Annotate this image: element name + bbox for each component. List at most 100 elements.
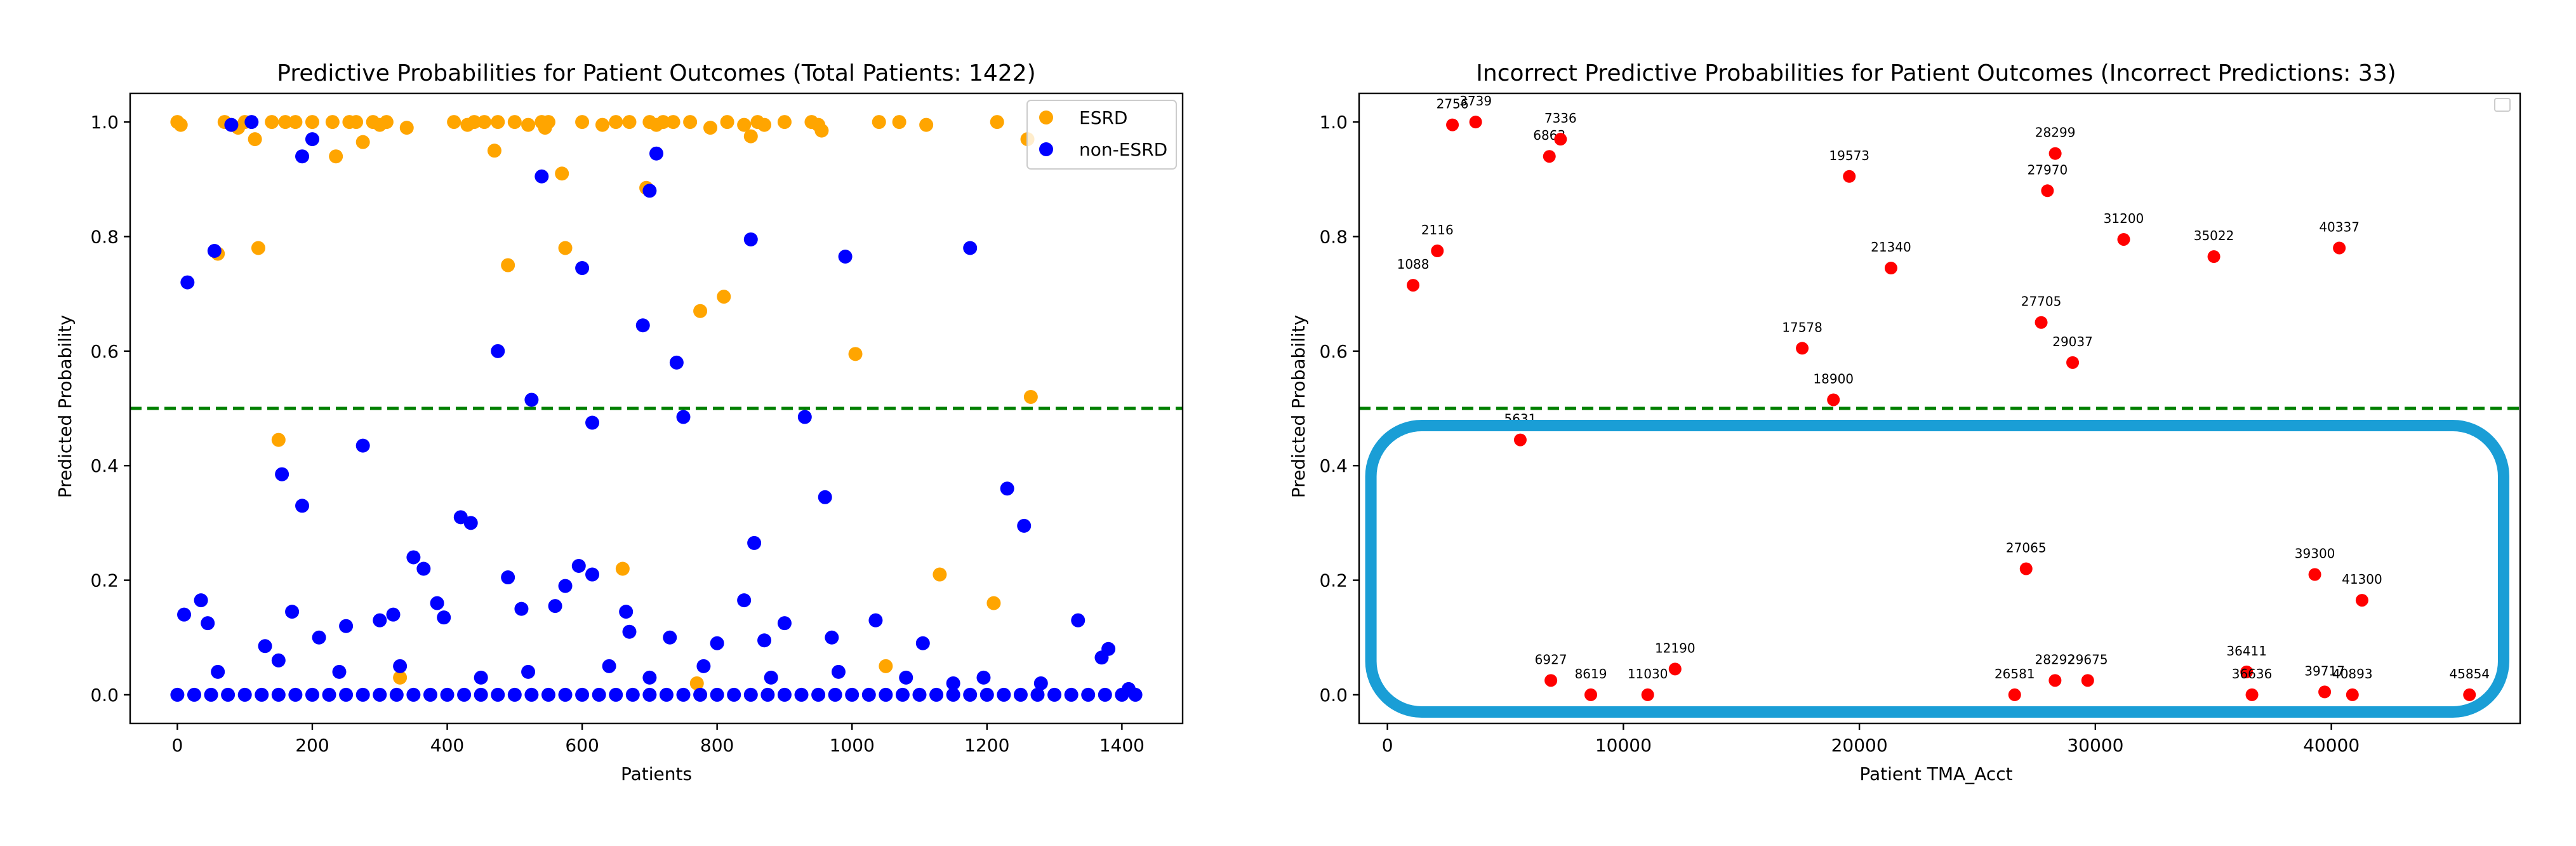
incorrect-point <box>2019 562 2033 575</box>
non-esrd-point <box>258 639 272 654</box>
left-chart-ylabel: Predicted Probability <box>55 315 76 498</box>
non-esrd-point <box>635 318 650 333</box>
non-esrd-point <box>295 149 310 164</box>
non-esrd-point <box>295 499 310 513</box>
point-label: 7336 <box>1544 111 1577 126</box>
esrd-point <box>933 567 947 582</box>
legend-non-esrd-marker <box>1039 142 1053 156</box>
non-esrd-point <box>548 599 562 614</box>
non-esrd-point <box>696 659 711 673</box>
left-plot-frame <box>129 92 1184 725</box>
y-tick-label: 0.0 <box>1319 685 1348 706</box>
left-chart-title: Predictive Probabilities for Patient Out… <box>277 60 1035 86</box>
non-esrd-point <box>1017 518 1032 533</box>
non-esrd-point <box>204 687 218 702</box>
esrd-point <box>703 121 718 135</box>
non-esrd-point <box>521 664 536 679</box>
esrd-point <box>622 115 637 130</box>
non-esrd-point <box>491 344 505 358</box>
x-tick-label: 600 <box>565 735 599 756</box>
non-esrd-point <box>625 687 640 702</box>
esrd-point <box>467 115 482 130</box>
non-esrd-point <box>355 687 370 702</box>
point-label: 39300 <box>2295 546 2335 561</box>
non-esrd-point <box>221 687 236 702</box>
x-tick-label: 800 <box>700 735 734 756</box>
non-esrd-point <box>963 687 978 702</box>
non-esrd-point <box>764 670 778 685</box>
non-esrd-point <box>237 687 252 702</box>
non-esrd-point <box>946 687 960 702</box>
incorrect-point <box>2117 232 2130 246</box>
incorrect-point <box>2245 688 2259 701</box>
non-esrd-point <box>760 687 775 702</box>
non-esrd-point <box>558 579 573 593</box>
non-esrd-point <box>474 670 488 685</box>
non-esrd-point <box>393 659 408 673</box>
non-esrd-point <box>737 593 752 608</box>
non-esrd-point <box>979 687 994 702</box>
left-chart-xlabel: Patients <box>621 763 692 784</box>
non-esrd-point <box>676 410 691 424</box>
esrd-point <box>737 117 752 132</box>
esrd-point <box>507 115 522 130</box>
non-esrd-point <box>437 610 451 625</box>
non-esrd-point <box>224 117 239 132</box>
non-esrd-point <box>332 664 347 679</box>
esrd-point <box>447 115 461 130</box>
non-esrd-point <box>271 653 286 668</box>
non-esrd-point <box>288 687 303 702</box>
incorrect-point <box>2346 688 2359 701</box>
non-esrd-point <box>794 687 809 702</box>
legend-non-esrd-label: non-ESRD <box>1079 139 1167 160</box>
non-esrd-point <box>659 687 674 702</box>
point-label: 2116 <box>1421 222 1454 238</box>
non-esrd-point <box>831 664 846 679</box>
incorrect-point <box>2048 674 2062 687</box>
esrd-point <box>717 290 731 304</box>
non-esrd-point <box>946 676 960 690</box>
non-esrd-point <box>619 605 634 619</box>
non-esrd-point <box>828 687 842 702</box>
x-tick-label: 0 <box>1382 735 1393 756</box>
non-esrd-point <box>571 559 586 573</box>
non-esrd-point <box>514 601 529 616</box>
non-esrd-point <box>861 687 876 702</box>
point-label: 11030 <box>1628 666 1668 682</box>
non-esrd-point <box>797 410 812 424</box>
esrd-point <box>278 115 293 130</box>
non-esrd-point <box>416 561 431 576</box>
esrd-point <box>399 121 414 135</box>
esrd-point <box>491 115 505 130</box>
non-esrd-point <box>777 687 792 702</box>
non-esrd-point <box>524 687 539 702</box>
non-esrd-point <box>194 593 208 608</box>
esrd-point <box>477 115 491 130</box>
incorrect-point <box>2008 688 2021 701</box>
esrd-point <box>248 132 262 147</box>
non-esrd-point <box>285 605 300 619</box>
y-tick-label: 0.8 <box>90 226 119 247</box>
non-esrd-point <box>423 687 437 702</box>
non-esrd-point <box>868 613 883 628</box>
highlight-box <box>1365 420 2509 718</box>
non-esrd-point <box>507 687 522 702</box>
incorrect-point <box>1827 393 1840 406</box>
non-esrd-point <box>879 687 893 702</box>
non-esrd-point <box>373 687 387 702</box>
non-esrd-point <box>339 619 354 633</box>
non-esrd-point <box>585 567 600 582</box>
esrd-point <box>541 115 555 130</box>
point-label: 27065 <box>2006 540 2047 556</box>
non-esrd-point <box>406 550 421 565</box>
non-esrd-point <box>1098 687 1112 702</box>
esrd-point <box>325 115 340 130</box>
non-esrd-point <box>777 616 792 631</box>
non-esrd-point <box>915 636 930 650</box>
non-esrd-point <box>534 169 549 184</box>
non-esrd-point <box>211 664 225 679</box>
y-tick-label: 1.0 <box>90 112 119 133</box>
point-label: 3739 <box>1459 93 1492 109</box>
non-esrd-point <box>575 687 590 702</box>
non-esrd-point <box>541 687 555 702</box>
